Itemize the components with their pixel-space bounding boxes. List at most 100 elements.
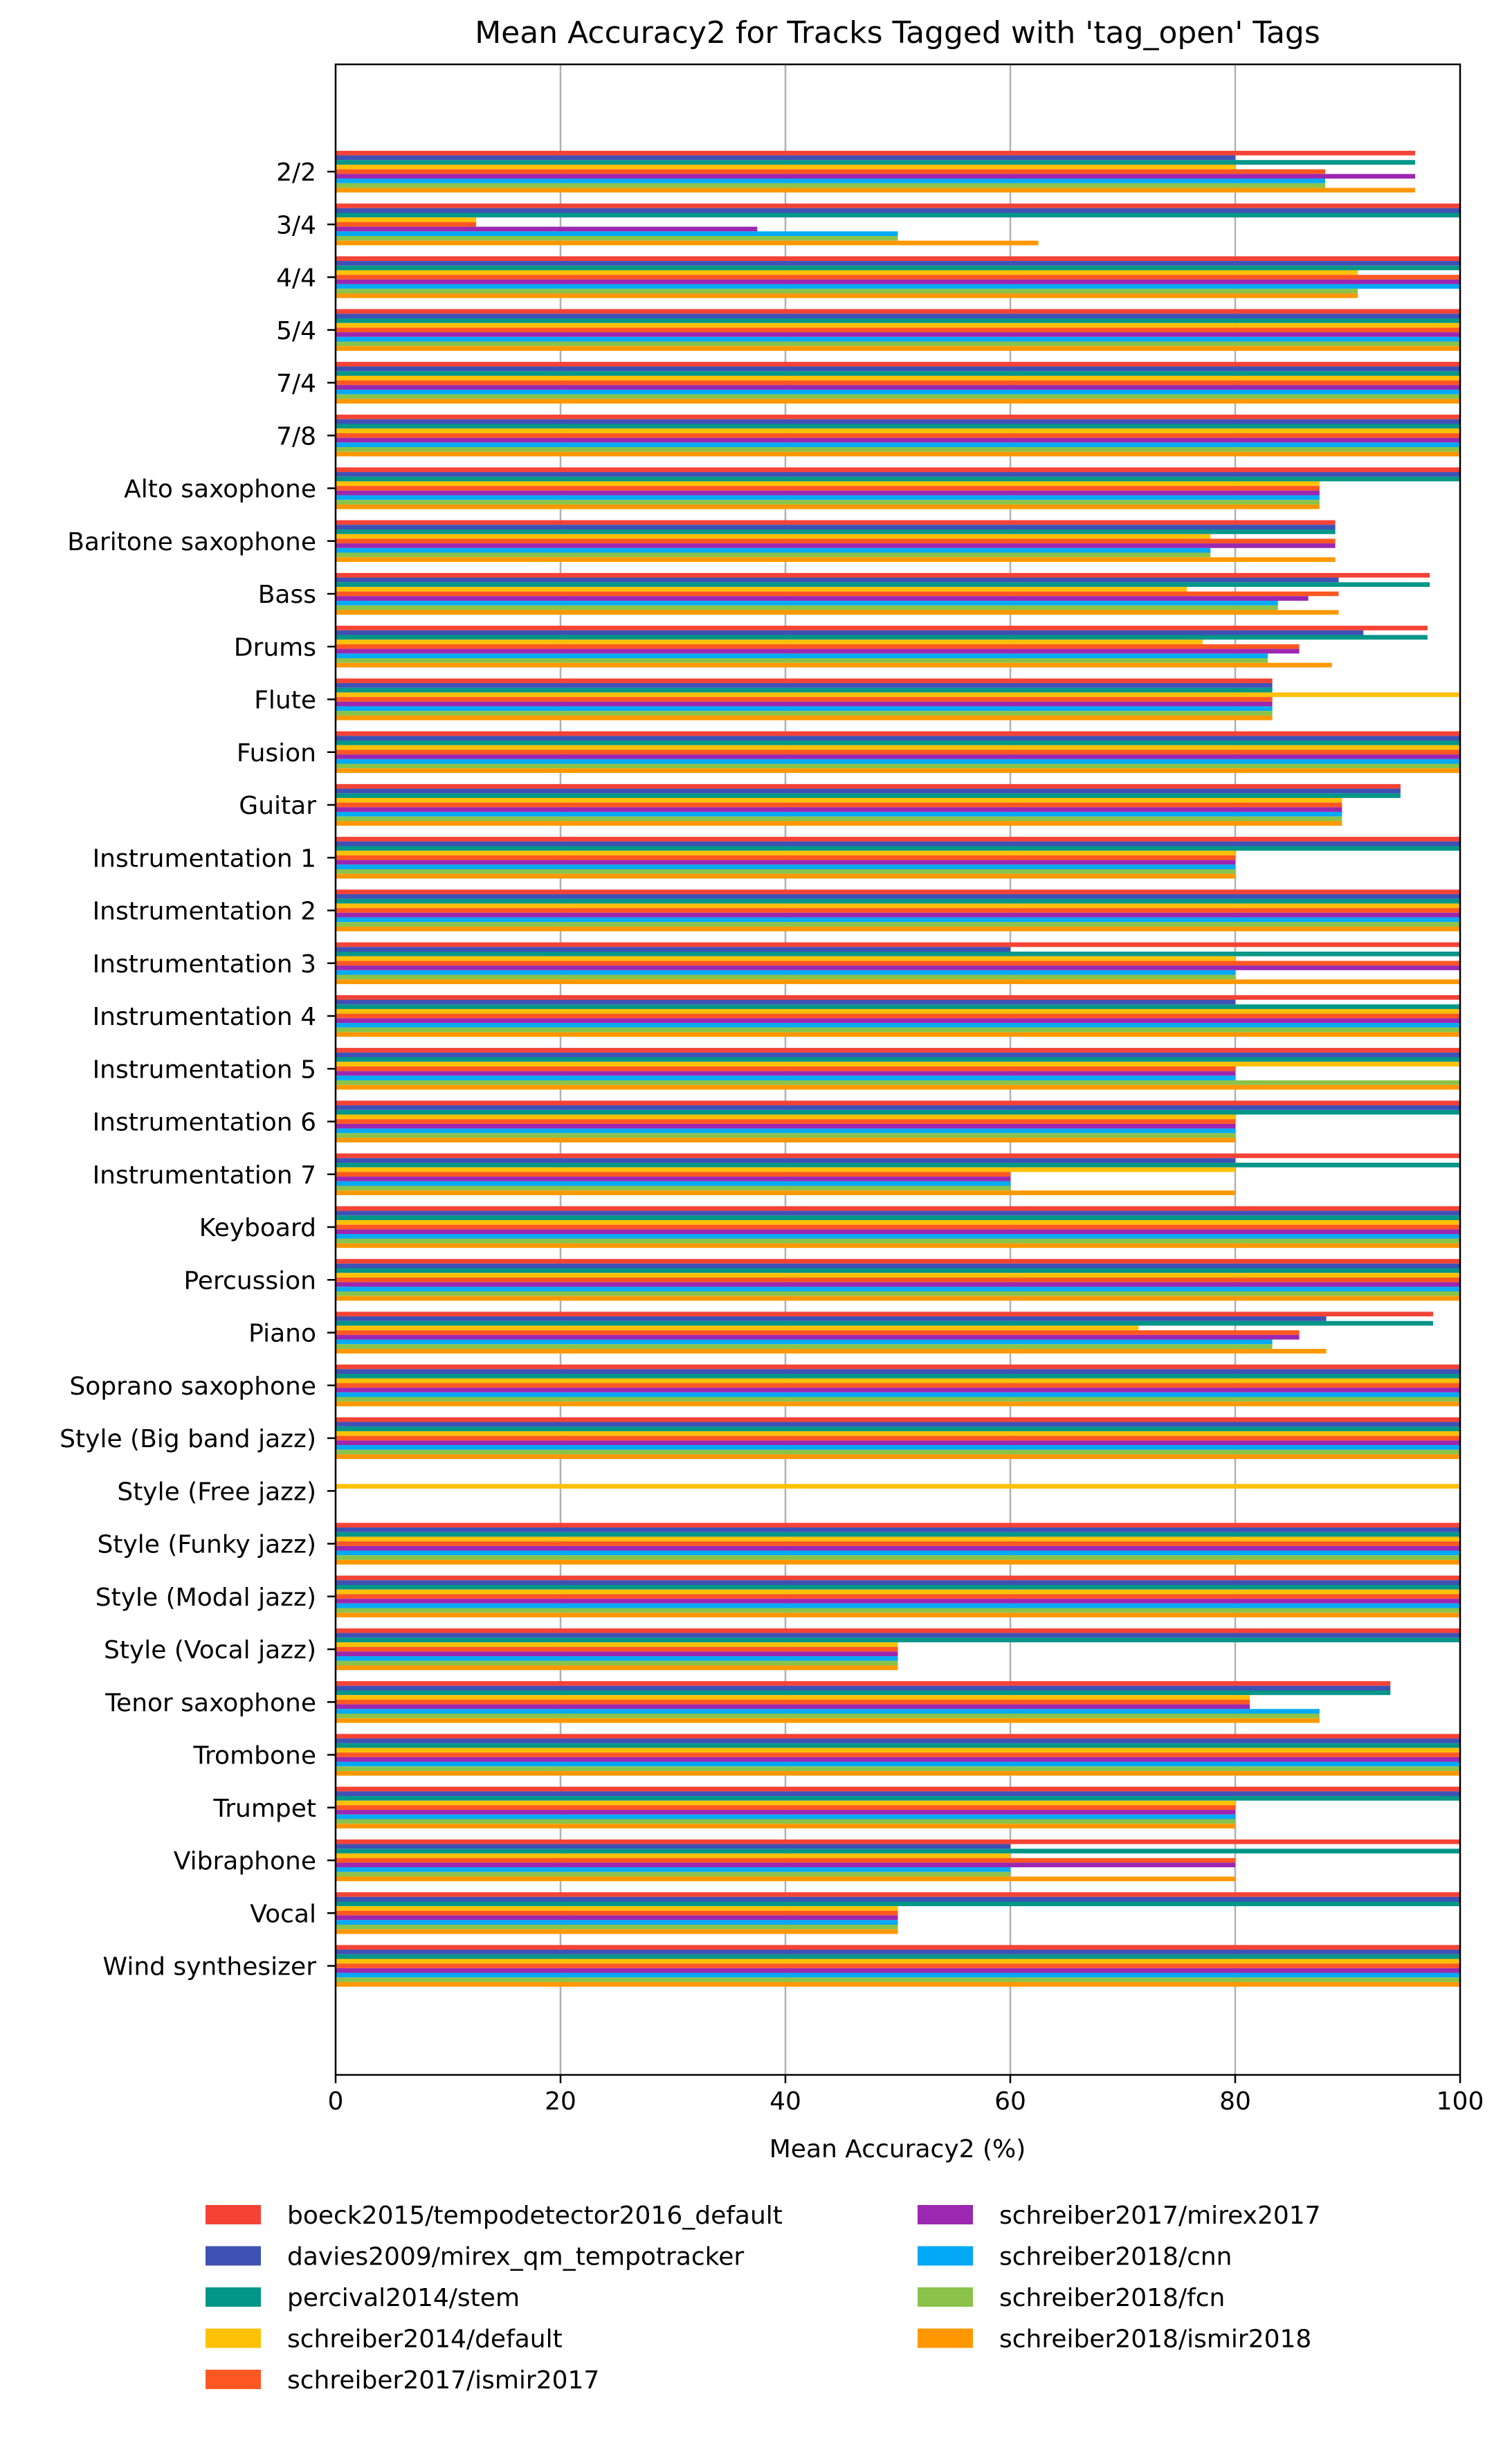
bar	[336, 1224, 1460, 1230]
bar	[336, 293, 1358, 298]
bar	[336, 1950, 1460, 1954]
bar	[336, 1071, 1235, 1076]
bar	[336, 323, 1460, 328]
bar	[336, 366, 1460, 372]
bar	[336, 371, 1460, 376]
bar	[336, 1603, 1460, 1608]
bar	[336, 1048, 1460, 1053]
bar	[336, 390, 1460, 394]
y-tick-label: Bass	[258, 581, 316, 609]
bar	[336, 630, 1364, 635]
bar	[336, 1896, 1460, 1902]
legend-label: schreiber2014/default	[287, 2325, 563, 2354]
bar	[336, 385, 1460, 390]
y-tick-label: Trumpet	[213, 1795, 317, 1823]
bar	[336, 1085, 1460, 1090]
bar	[336, 605, 1278, 610]
bar	[336, 1839, 1460, 1844]
bar	[336, 1426, 1460, 1431]
bar	[336, 1849, 1460, 1853]
bar	[336, 741, 1460, 745]
bar	[336, 1575, 1460, 1581]
bar	[336, 447, 1460, 452]
bar	[336, 1296, 1460, 1301]
chart-title: Mean Accuracy2 for Tracks Tagged with 't…	[475, 15, 1320, 51]
bar	[336, 1559, 1460, 1565]
bar	[336, 188, 1415, 193]
legend-swatch	[206, 2328, 261, 2348]
bar	[336, 1718, 1320, 1723]
bar	[336, 399, 1460, 404]
bar	[336, 557, 1336, 562]
bar	[336, 1344, 1273, 1349]
y-tick-label: Style (Big band jazz)	[60, 1425, 316, 1453]
bar	[336, 1910, 898, 1916]
x-tick-label: 60	[994, 2087, 1026, 2116]
bar	[336, 1167, 1235, 1172]
bar	[336, 802, 1342, 808]
y-tick-label: 2/2	[276, 158, 316, 187]
bar	[336, 1748, 1460, 1753]
bar	[336, 582, 1430, 587]
bar	[336, 1743, 1460, 1748]
y-tick-label: Instrumentation 3	[93, 950, 316, 979]
y-tick-label: Instrumentation 5	[93, 1055, 316, 1084]
y-tick-label: Percussion	[183, 1267, 316, 1295]
bar	[336, 336, 1460, 342]
bar	[336, 1589, 1460, 1595]
bar	[336, 1219, 1460, 1225]
bar	[336, 926, 1460, 932]
bar	[336, 1259, 1460, 1264]
bar	[336, 783, 1401, 789]
bar	[336, 701, 1273, 707]
y-tick-label: 4/4	[276, 264, 316, 293]
bar	[336, 841, 1460, 846]
bar	[336, 212, 1460, 218]
bar	[336, 1032, 1460, 1037]
bar	[336, 332, 1460, 337]
bar	[336, 1186, 1010, 1191]
bar	[336, 1076, 1235, 1080]
bar	[336, 1660, 898, 1666]
bar	[336, 1871, 1010, 1877]
bar	[336, 1263, 1460, 1269]
bar	[336, 653, 1268, 658]
bar	[336, 1023, 1460, 1028]
bar	[336, 1133, 1235, 1138]
bar	[336, 437, 1460, 443]
bar	[336, 715, 1273, 720]
bar	[336, 1714, 1320, 1718]
bar	[336, 240, 1039, 246]
x-axis-label: Mean Accuracy2 (%)	[769, 2135, 1026, 2163]
bar	[336, 1527, 1460, 1532]
bar	[336, 552, 1211, 558]
bar	[336, 995, 1460, 1000]
bar	[336, 150, 1415, 156]
y-tick-label: Instrumentation 4	[93, 1003, 316, 1031]
bar	[336, 1181, 1010, 1186]
bar	[336, 1810, 1235, 1815]
bar	[336, 1536, 1460, 1542]
bar	[336, 1397, 1460, 1402]
bar	[336, 1646, 898, 1652]
bar	[336, 226, 758, 232]
bar	[336, 903, 1460, 909]
legend-swatch	[206, 2370, 261, 2389]
bar	[336, 974, 1235, 980]
legend-label: schreiber2017/ismir2017	[287, 2366, 599, 2395]
bar	[336, 1690, 1391, 1696]
bar	[336, 1383, 1460, 1388]
bar	[336, 1321, 1433, 1326]
bar	[336, 174, 1415, 179]
x-tick-label: 0	[328, 2087, 344, 2116]
bar	[336, 1163, 1460, 1168]
bar	[336, 270, 1358, 275]
bar	[336, 1177, 1010, 1181]
bar	[336, 601, 1278, 606]
bar	[336, 797, 1342, 803]
bar	[336, 687, 1273, 693]
bar	[336, 1238, 1460, 1244]
bar	[336, 917, 1460, 923]
bar	[336, 837, 1460, 842]
bar	[336, 1316, 1327, 1321]
